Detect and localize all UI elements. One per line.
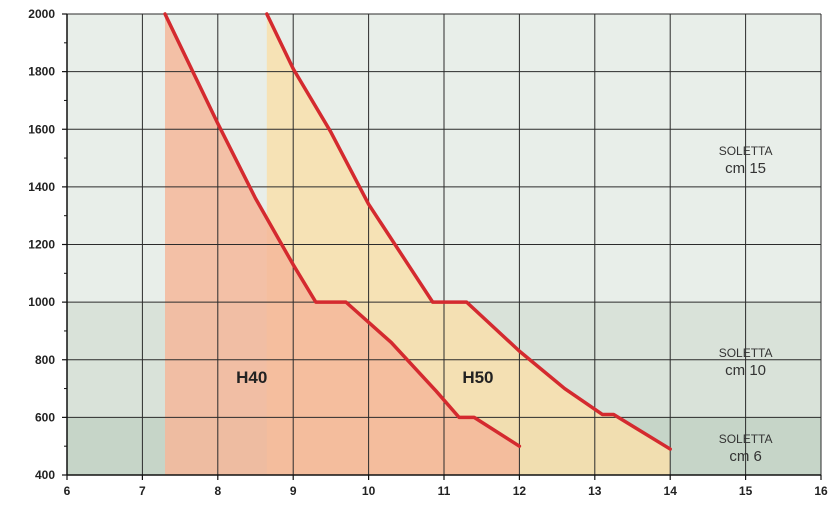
- y-tick-label: 1000: [28, 295, 55, 309]
- y-tick-label: 800: [35, 353, 55, 367]
- x-tick-label: 6: [64, 484, 71, 498]
- x-tick-label: 14: [664, 484, 678, 498]
- x-tick-label: 12: [513, 484, 527, 498]
- y-tick-label: 2000: [28, 7, 55, 21]
- soletta-label-line2: cm 6: [729, 448, 762, 465]
- y-tick-label: 400: [35, 468, 55, 482]
- x-tick-label: 11: [438, 484, 451, 498]
- x-tick-label: 9: [290, 484, 297, 498]
- series-label-h50: H50: [462, 368, 493, 387]
- y-tick-label: 1400: [28, 180, 55, 194]
- labels: H40 H50 SOLETTA cm 15 SOLETTA cm 10 SOLETTA cm …: [236, 144, 772, 465]
- series-lines: [163, 12, 672, 451]
- x-tick-label: 13: [588, 484, 602, 498]
- series-label-h40: H40: [236, 368, 267, 387]
- soletta-label-line2: cm 10: [725, 362, 766, 379]
- y-tick-label: 1800: [28, 65, 55, 79]
- x-tick-label: 15: [739, 484, 753, 498]
- y-tick-label: 600: [35, 410, 55, 424]
- soletta-label-line1: SOLETTA: [719, 432, 773, 446]
- soletta-label-line1: SOLETTA: [719, 144, 773, 158]
- x-tick-label: 10: [362, 484, 376, 498]
- series-line-h50: [265, 12, 672, 451]
- soletta-label-line1: SOLETTA: [719, 346, 773, 360]
- x-tick-label: 16: [814, 484, 828, 498]
- series-line-h40: [163, 12, 522, 448]
- grid: [66, 13, 822, 476]
- y-tick-label: 1200: [28, 238, 55, 252]
- y-tick-label: 1600: [28, 122, 55, 136]
- x-tick-label: 8: [214, 484, 221, 498]
- soletta-label-line2: cm 15: [725, 160, 766, 177]
- x-tick-label: 7: [139, 484, 146, 498]
- axes: 6 7 8 9 10 11 12 13 14 15 16 400 600 800 1000 1200 1400 1…: [28, 7, 828, 498]
